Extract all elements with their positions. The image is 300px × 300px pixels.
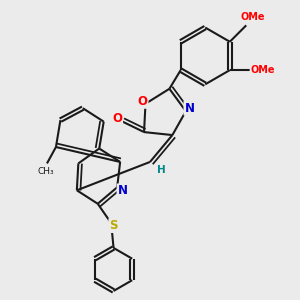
Text: O: O [137,95,148,108]
Text: CH₃: CH₃ [37,167,54,176]
Text: N: N [118,184,128,197]
Text: S: S [109,219,118,232]
Text: O: O [112,112,122,124]
Text: N: N [184,102,194,115]
Text: H: H [157,165,166,175]
Text: OMe: OMe [250,65,275,75]
Text: OMe: OMe [241,12,266,22]
